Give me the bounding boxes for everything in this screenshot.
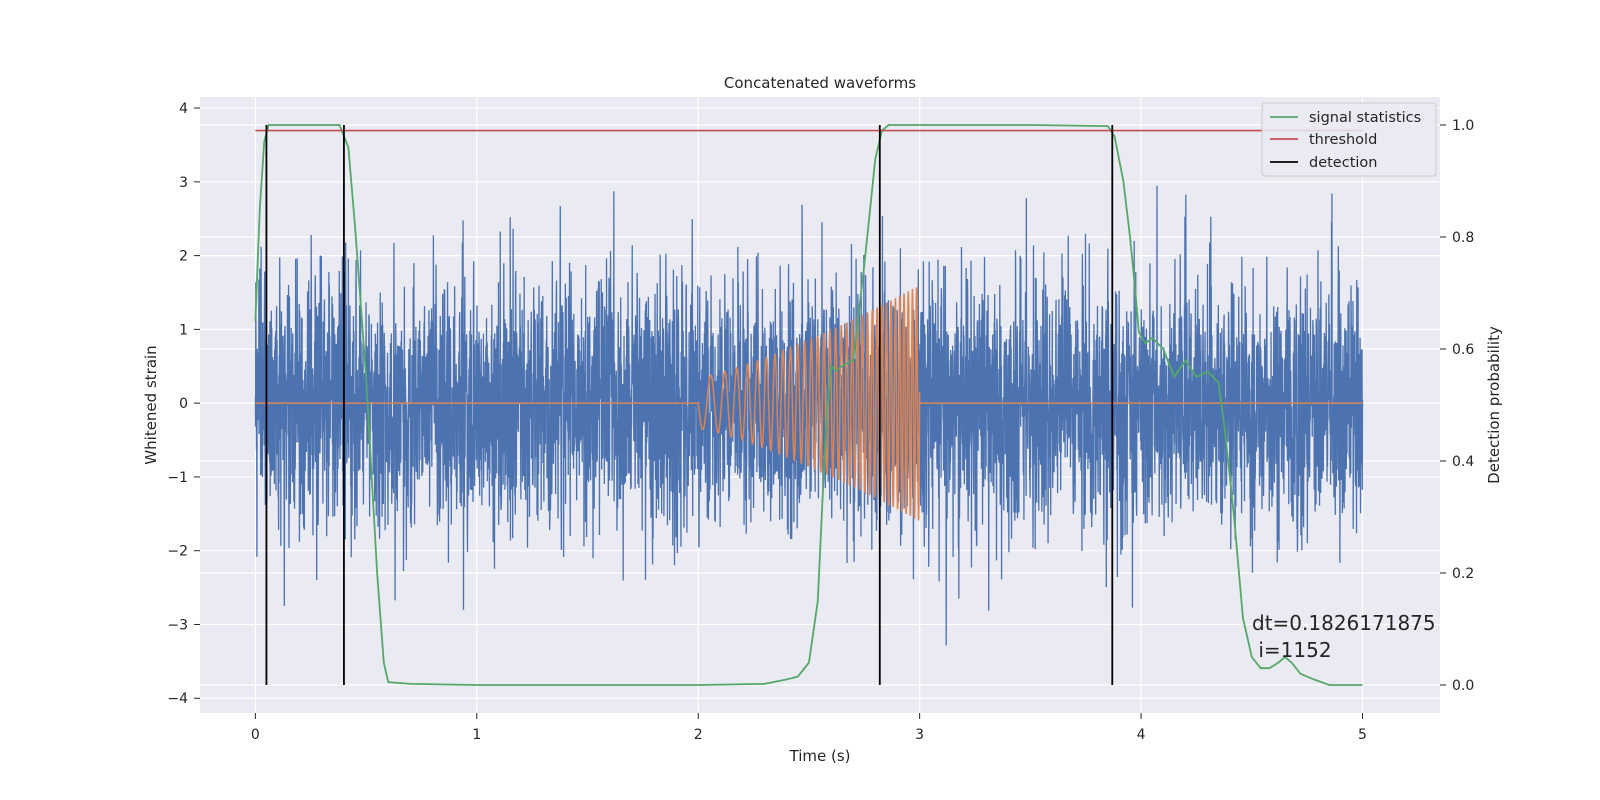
- y-axis-label: Whitened strain: [142, 345, 160, 464]
- y-axis-right: 1.0 0.8 0.6 0.4 0.2 0.0: [1440, 118, 1474, 694]
- x-axis-label: Time (s): [789, 747, 851, 765]
- x-tick-label-3: 3: [915, 727, 924, 743]
- y-tick-label-0: 4: [179, 101, 188, 117]
- y2-tick-label-4: 0.2: [1452, 566, 1474, 582]
- legend-label-signal-statistics: signal statistics: [1309, 110, 1421, 126]
- plot-series: [254, 124, 1364, 686]
- y2-axis-label: Detection probability: [1485, 326, 1503, 484]
- y-tick-label-3: 1: [179, 322, 188, 338]
- y-axis-left: 4 3 2 1 0 −1 −2 −3 −4: [167, 101, 200, 707]
- injected-chirp-line: [255, 287, 1363, 521]
- chart-title: Concatenated waveforms: [724, 74, 916, 92]
- y2-tick-label-0: 1.0: [1452, 118, 1474, 134]
- legend-label-detection: detection: [1309, 155, 1377, 171]
- x-tick-label-4: 4: [1137, 727, 1146, 743]
- y-tick-label-7: −3: [167, 617, 188, 633]
- y-tick-label-4: 0: [179, 396, 188, 412]
- y2-tick-label-2: 0.6: [1452, 342, 1474, 358]
- legend-box: [1261, 102, 1437, 177]
- annotation-index: i=1152: [1252, 638, 1332, 662]
- y2-tick-label-1: 0.8: [1452, 230, 1474, 246]
- x-tick-label-0: 0: [251, 727, 260, 743]
- annotation-dt: dt=0.1826171875: [1252, 611, 1436, 635]
- x-axis: 0 1 2 3 4 5: [251, 713, 1367, 743]
- y-tick-label-1: 3: [179, 175, 188, 191]
- y-tick-label-2: 2: [179, 249, 188, 265]
- y2-tick-label-5: 0.0: [1452, 678, 1474, 694]
- y-tick-label-8: −4: [167, 691, 188, 707]
- legend-label-threshold: threshold: [1309, 132, 1377, 148]
- x-tick-label-5: 5: [1358, 727, 1367, 743]
- y2-tick-label-3: 0.4: [1452, 454, 1474, 470]
- x-tick-label-2: 2: [694, 727, 703, 743]
- legend: signal statistics threshold detection: [1261, 102, 1437, 177]
- x-tick-label-1: 1: [472, 727, 481, 743]
- detection-lines: [265, 125, 1114, 685]
- y-tick-label-6: −2: [167, 544, 188, 560]
- y-tick-label-5: −1: [167, 470, 188, 486]
